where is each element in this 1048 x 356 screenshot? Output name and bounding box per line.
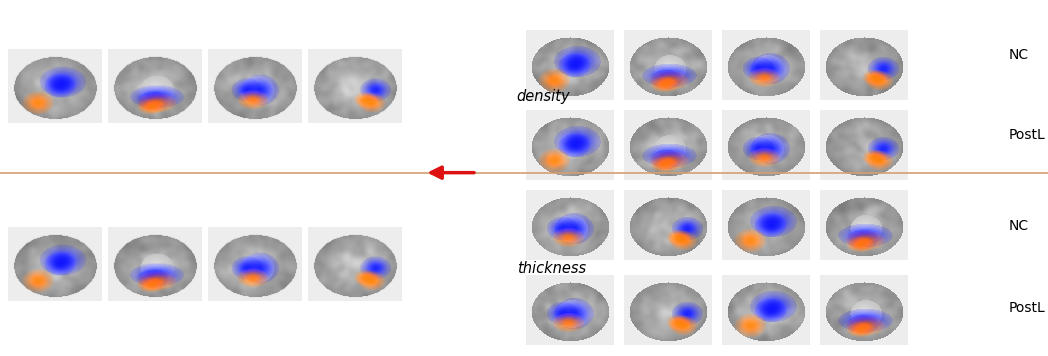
- Text: density: density: [517, 89, 570, 104]
- Text: PostL: PostL: [1008, 128, 1045, 142]
- Text: PostL: PostL: [1008, 301, 1045, 315]
- Text: NC: NC: [1008, 219, 1028, 233]
- Text: thickness: thickness: [517, 261, 586, 276]
- Text: NC: NC: [1008, 48, 1028, 62]
